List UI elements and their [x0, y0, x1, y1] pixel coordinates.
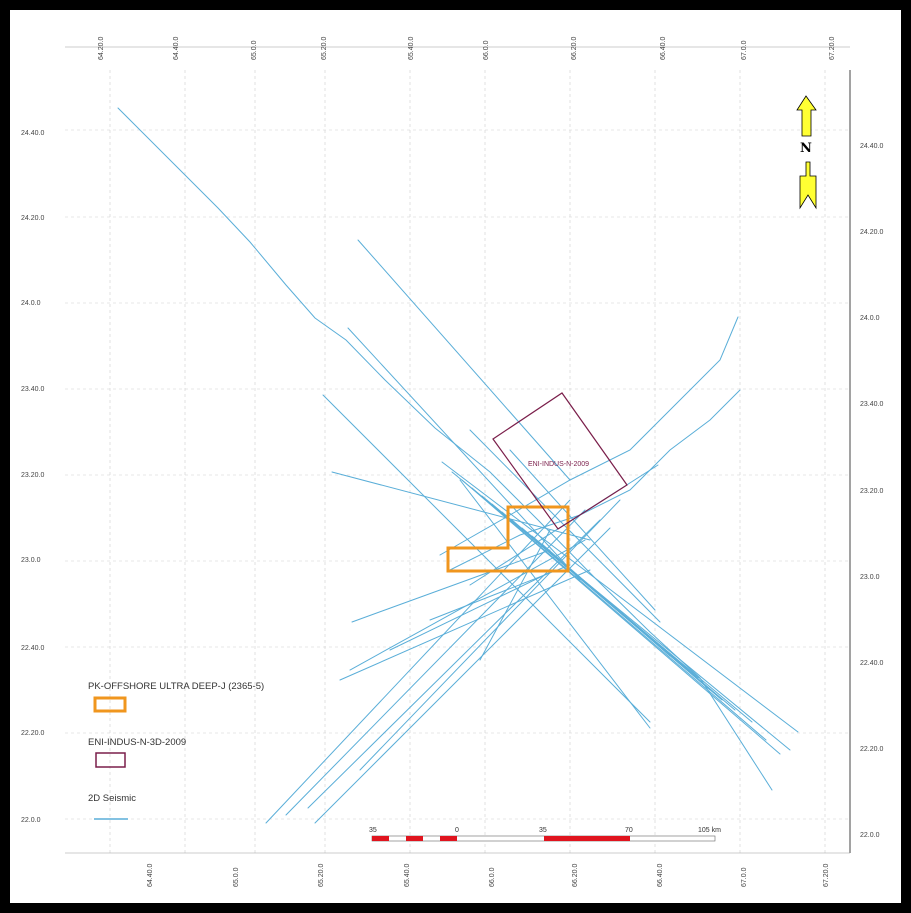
scale-bar-segment: [440, 836, 457, 841]
seismic-line: [339, 569, 591, 681]
tick-label-bottom: 64.40.0: [147, 864, 154, 887]
tick-label-right: 23.40.0: [860, 401, 883, 408]
tick-label-right: 22.40.0: [860, 660, 883, 667]
legend-swatch-orange-box: [93, 696, 127, 713]
seismic-line: [439, 316, 739, 556]
tick-label-bottom: 66.0.0: [489, 867, 496, 887]
pk-offshore-ultra-deep-j-block[interactable]: [446, 505, 570, 573]
seismic-line: [314, 527, 611, 824]
tick-label-left: 23.20.0: [21, 472, 44, 479]
seismic-line: [357, 239, 571, 481]
bottom-tick-labels: 64.40.0 65.0.0 65.20.0 65.40.0 66.0.0 66…: [147, 864, 830, 887]
tick-label-top: 65.0.0: [251, 40, 258, 60]
eni-indus-n-3d-2009-block[interactable]: [492, 392, 628, 530]
scale-label: 35: [539, 827, 547, 834]
tick-label-left: 24.20.0: [21, 215, 44, 222]
tick-label-left: 24.40.0: [21, 130, 44, 137]
eni-indus-block-label: ENI-INDUS-N-2009: [528, 461, 589, 468]
tick-label-top: 64.40.0: [173, 37, 180, 60]
scale-bar: 35 0 35 70 105 km: [369, 827, 721, 842]
scale-label: 35: [369, 827, 377, 834]
tick-label-top: 67.20.0: [829, 37, 836, 60]
tick-label-right: 23.20.0: [860, 488, 883, 495]
tick-label-bottom: 66.20.0: [572, 864, 579, 887]
north-label: N: [800, 141, 812, 156]
tick-label-top: 65.40.0: [408, 37, 415, 60]
seismic-line: [459, 479, 651, 729]
seismic-line: [285, 509, 586, 816]
top-tick-labels: 64.20.0 64.40.0 65.0.0 65.20.0 65.40.0 6…: [98, 37, 836, 60]
legend-label-pk-offshore: PK-OFFSHORE ULTRA DEEP-J (2365-5): [88, 681, 264, 692]
seismic-line: [479, 529, 551, 661]
tick-label-top: 66.40.0: [660, 37, 667, 60]
scale-bar-segment: [406, 836, 423, 841]
scale-label: 0: [455, 827, 459, 834]
legend-label-2d-seismic: 2D Seismic: [88, 793, 136, 804]
scale-bar-segment: [372, 836, 389, 841]
seismic-lines: [117, 107, 799, 824]
seismic-line: [265, 499, 571, 824]
tick-label-bottom: 65.20.0: [318, 864, 325, 887]
graticule-grid: [65, 70, 850, 853]
north-arrow-icon: N: [796, 95, 817, 210]
right-tick-labels: 24.40.0 24.20.0 24.0.0 23.40.0 23.20.0 2…: [860, 143, 883, 839]
map-frame: 64.20.0 64.40.0 65.0.0 65.20.0 65.40.0 6…: [10, 10, 901, 903]
tick-label-top: 66.0.0: [483, 40, 490, 60]
tick-label-left: 22.0.0: [21, 817, 41, 824]
tick-label-top: 66.20.0: [571, 37, 578, 60]
tick-label-left: 22.40.0: [21, 645, 44, 652]
seismic-line: [541, 543, 671, 657]
tick-label-left: 23.0.0: [21, 557, 41, 564]
seismic-line: [359, 499, 621, 771]
tick-label-bottom: 65.0.0: [233, 867, 240, 887]
tick-label-left: 22.20.0: [21, 730, 44, 737]
tick-label-right: 23.0.0: [860, 574, 880, 581]
scale-bar-outline: [371, 835, 716, 842]
tick-label-bottom: 65.40.0: [404, 864, 411, 887]
seismic-line: [429, 564, 571, 621]
tick-label-right: 22.0.0: [860, 832, 880, 839]
scale-bar-segment: [544, 836, 630, 841]
tick-label-left: 24.0.0: [21, 300, 41, 307]
legend-swatch-purple-box: [95, 752, 126, 768]
tick-label-right: 24.40.0: [860, 143, 883, 150]
seismic-line: [331, 471, 591, 541]
tick-label-right: 24.20.0: [860, 229, 883, 236]
seismic-line: [449, 389, 741, 571]
tick-label-top: 67.0.0: [741, 40, 748, 60]
scale-label: 70: [625, 827, 633, 834]
scale-label: 105 km: [698, 827, 721, 834]
tick-label-bottom: 67.20.0: [823, 864, 830, 887]
tick-label-bottom: 67.0.0: [741, 867, 748, 887]
tick-label-top: 64.20.0: [98, 37, 105, 60]
seismic-line: [351, 549, 551, 623]
legend-label-eni-indus: ENI-INDUS-N-3D-2009: [88, 737, 186, 748]
tick-label-top: 65.20.0: [321, 37, 328, 60]
seismic-line: [347, 327, 581, 581]
seismic-line: [469, 429, 661, 623]
seismic-line: [509, 449, 656, 611]
seismic-line: [461, 479, 781, 755]
legend: PK-OFFSHORE ULTRA DEEP-J (2365-5) ENI-IN…: [88, 681, 264, 820]
tick-label-bottom: 66.40.0: [657, 864, 664, 887]
seismic-line: [307, 519, 601, 809]
tick-label-right: 24.0.0: [860, 315, 880, 322]
tick-label-left: 23.40.0: [21, 386, 44, 393]
seismic-line: [389, 569, 556, 651]
left-tick-labels: 24.40.0 24.20.0 24.0.0 23.40.0 23.20.0 2…: [21, 130, 44, 824]
seismic-line: [117, 107, 773, 791]
seismic-line: [471, 487, 767, 741]
tick-label-right: 22.20.0: [860, 746, 883, 753]
map-canvas: 64.20.0 64.40.0 65.0.0 65.20.0 65.40.0 6…: [21, 37, 883, 887]
seismic-line: [322, 394, 651, 723]
seismic-line: [441, 461, 799, 733]
